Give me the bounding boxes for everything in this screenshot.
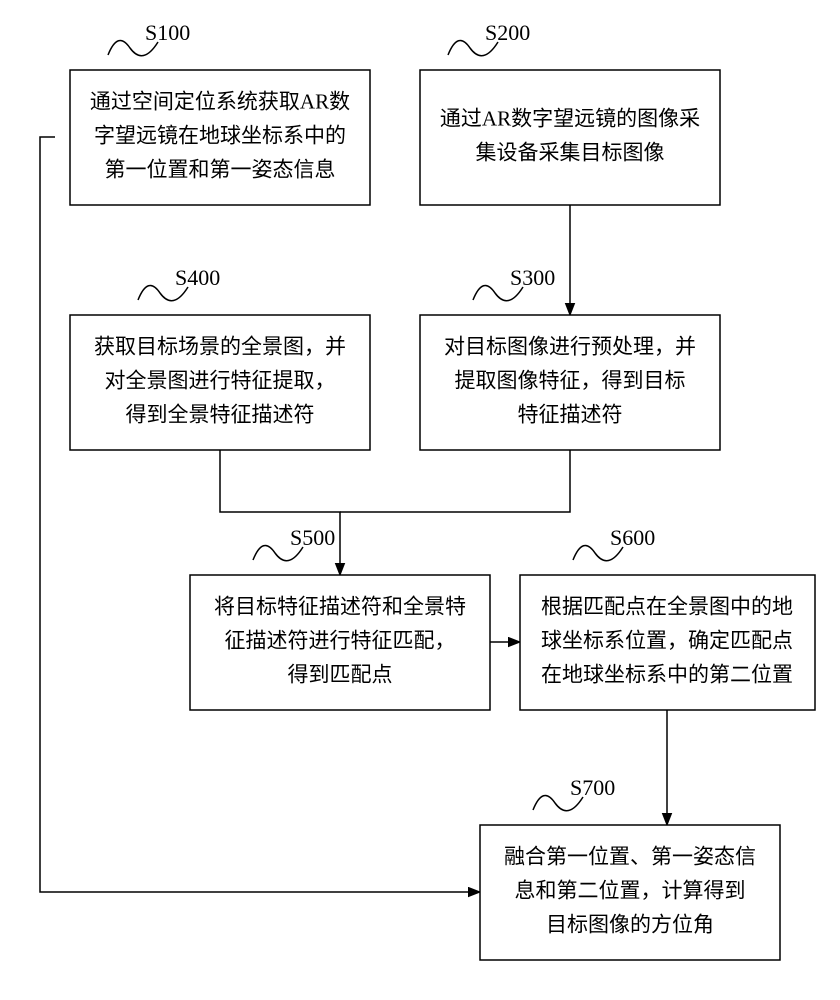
node-text-S100-line0: 通过空间定位系统获取AR数 (90, 89, 350, 113)
node-S400: S400 获取目标场景的全景图，并对全景图进行特征提取， 得到全景特征描述符 (70, 265, 370, 450)
edge-S300-S500 (340, 450, 570, 512)
node-box-S200 (420, 70, 720, 205)
flowchart-canvas: S100 通过空间定位系统获取AR数字望远镜在地球坐标系中的第一位置和第一姿态信息… (0, 0, 840, 1000)
node-text-S700-line2: 目标图像的方位角 (546, 912, 714, 936)
node-S200: S200 通过AR数字望远镜的图像采集设备采集目标图像 (420, 20, 720, 205)
node-text-S200-line0: 通过AR数字望远镜的图像采 (440, 106, 700, 130)
node-text-S600-line2: 在地球坐标系中的第二位置 (541, 662, 793, 686)
node-label-S500: S500 (290, 525, 335, 550)
node-label-S700: S700 (570, 775, 615, 800)
node-label-S400: S400 (175, 265, 220, 290)
node-label-S200: S200 (485, 20, 530, 45)
node-text-S500-line0: 将目标特征描述符和全景特 (214, 594, 466, 618)
node-text-S300-line1: 提取图像特征，得到目标 (455, 368, 686, 392)
node-text-S400-line0: 获取目标场景的全景图，并 (94, 334, 346, 358)
node-text-S700-line1: 息和第二位置，计算得到 (515, 878, 746, 902)
node-text-S200-line1: 集设备采集目标图像 (476, 140, 665, 164)
node-S100: S100 通过空间定位系统获取AR数字望远镜在地球坐标系中的第一位置和第一姿态信息 (70, 20, 370, 205)
node-text-S500-line2: 得到匹配点 (288, 662, 393, 686)
node-text-S700-line0: 融合第一位置、第一姿态信 (504, 844, 756, 868)
edge-S400-S500 (220, 450, 340, 575)
node-label-S600: S600 (610, 525, 655, 550)
node-text-S100-line2: 第一位置和第一姿态信息 (105, 157, 336, 181)
nodes-layer: S100 通过空间定位系统获取AR数字望远镜在地球坐标系中的第一位置和第一姿态信息… (70, 20, 815, 960)
node-text-S600-line1: 球坐标系位置，确定匹配点 (541, 628, 793, 652)
edge-S100-S700 (40, 137, 480, 892)
node-S600: S600 根据匹配点在全景图中的地球坐标系位置，确定匹配点在地球坐标系中的第二位置 (520, 525, 815, 710)
node-text-S300-line0: 对目标图像进行预处理，并 (444, 334, 696, 358)
node-text-S300-line2: 特征描述符 (518, 402, 623, 426)
node-text-S500-line1: 征描述符进行特征匹配， (225, 628, 456, 652)
node-S700: S700 融合第一位置、第一姿态信息和第二位置，计算得到目标图像的方位角 (480, 775, 780, 960)
node-label-S100: S100 (145, 20, 190, 45)
node-text-S100-line1: 字望远镜在地球坐标系中的 (94, 123, 346, 147)
node-label-S300: S300 (510, 265, 555, 290)
node-text-S600-line0: 根据匹配点在全景图中的地 (541, 594, 793, 618)
node-text-S400-line1: 对全景图进行特征提取， (105, 368, 336, 392)
node-text-S400-line2: 得到全景特征描述符 (126, 402, 315, 426)
